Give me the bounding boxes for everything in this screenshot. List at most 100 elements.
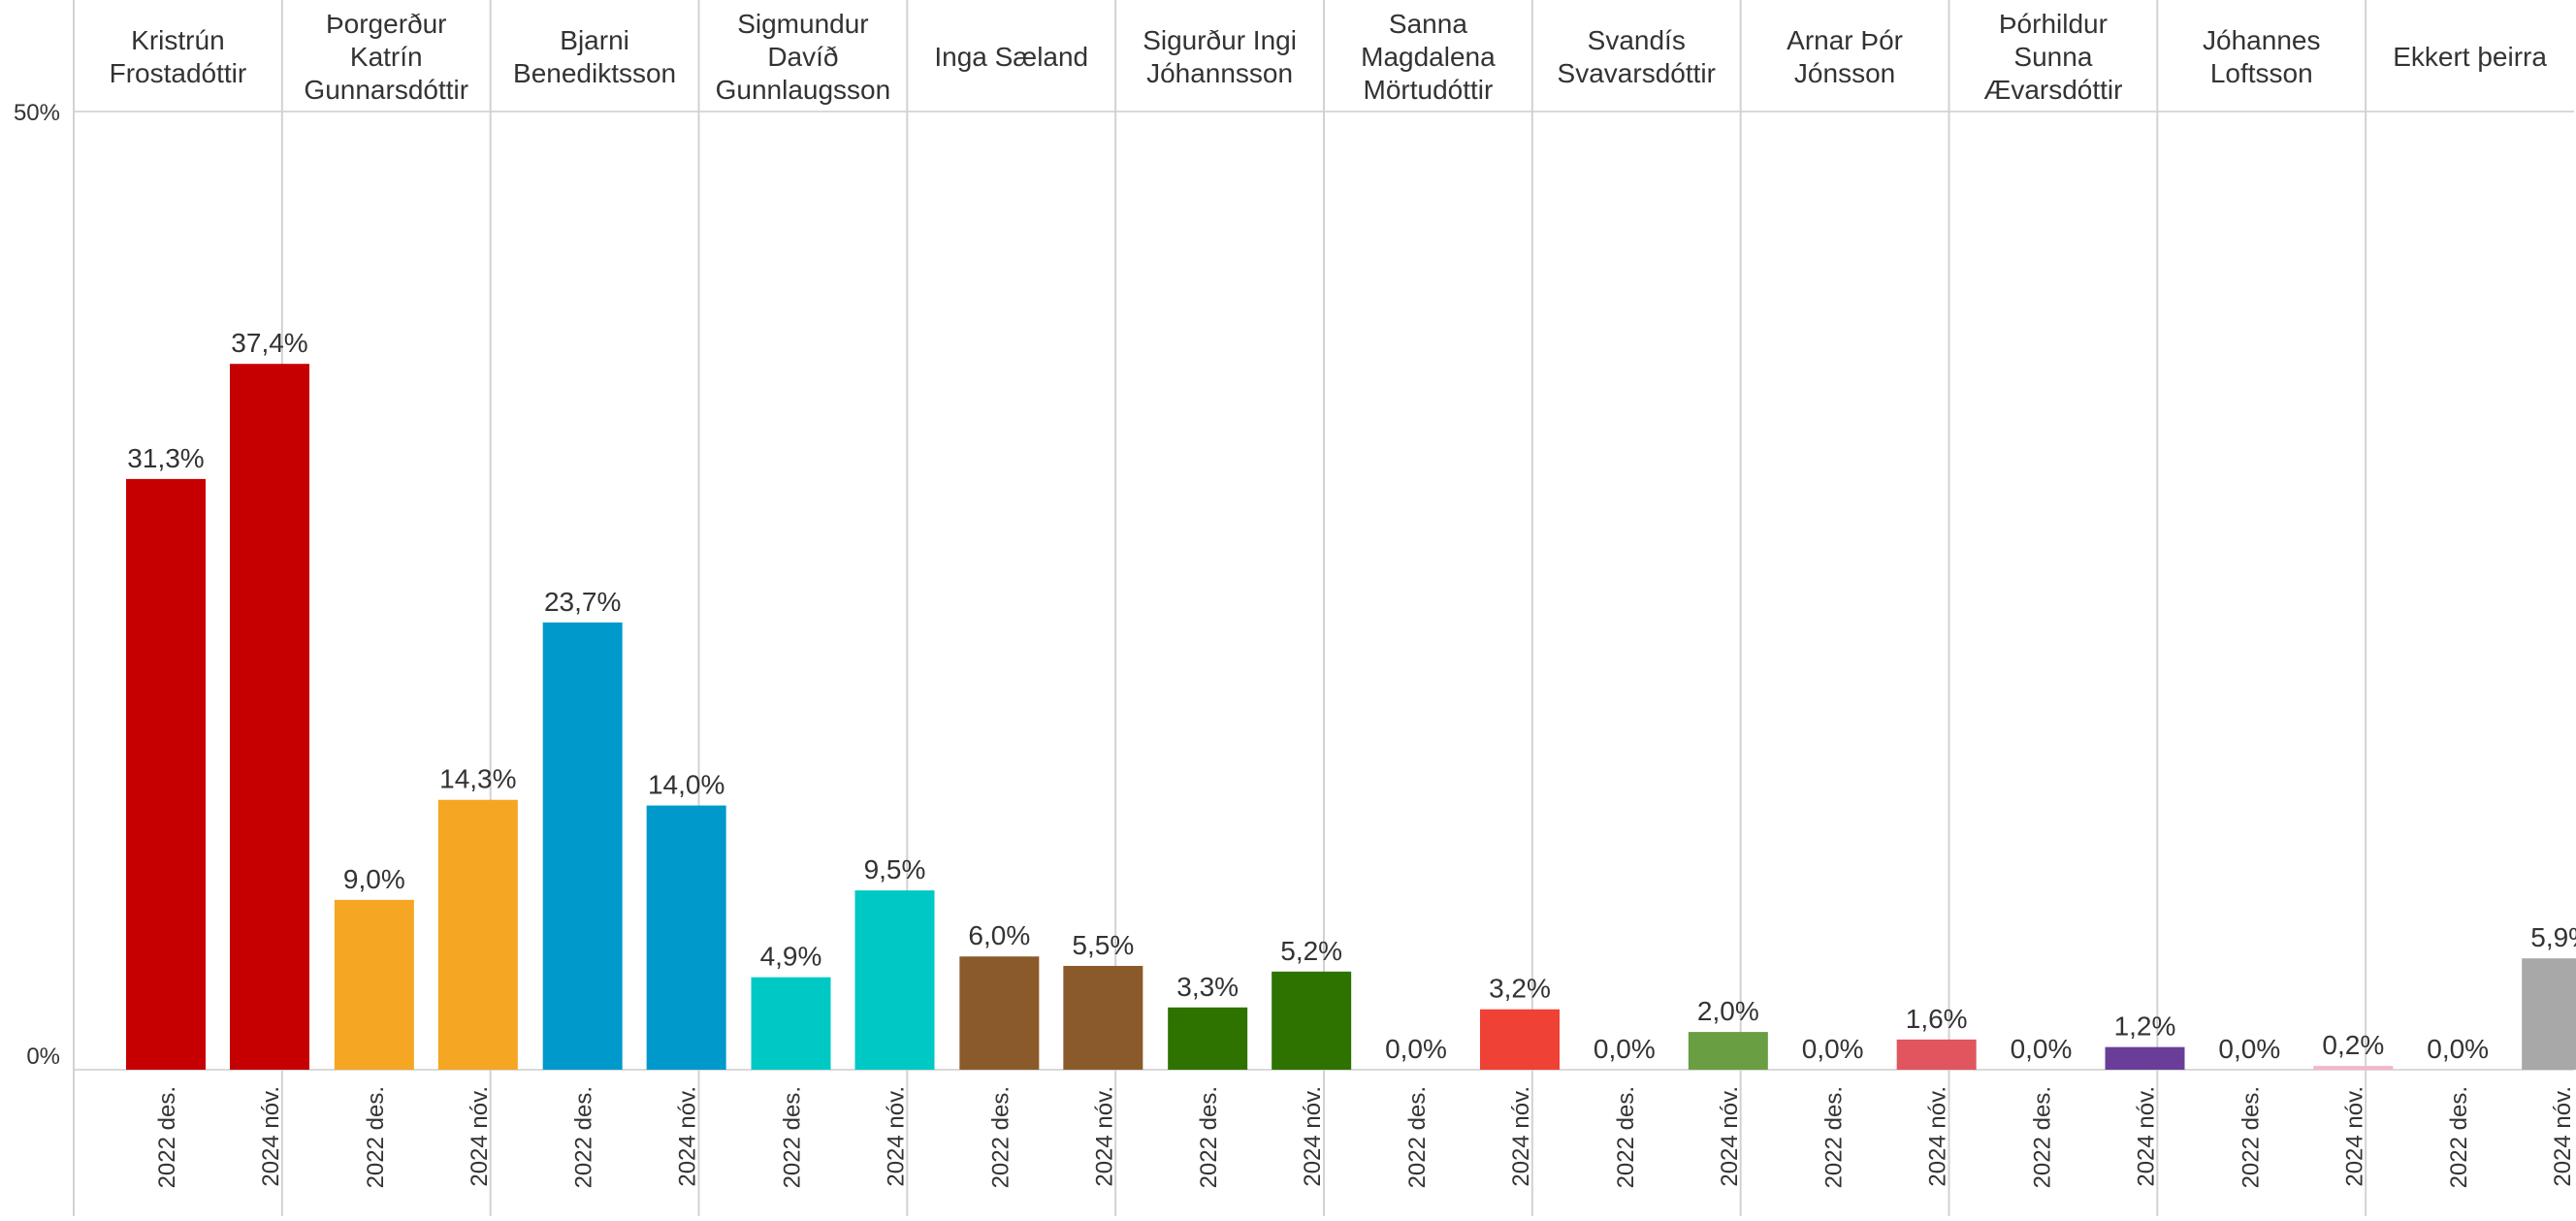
bar-value-label: 37,4% [231,328,307,358]
period-label: 2024 nóv. [675,1086,701,1187]
period-label: 2022 des. [1613,1086,1639,1188]
candidate-name-line: Gunnlaugsson [716,75,891,105]
period-label: 2024 nóv. [1925,1086,1951,1187]
bar-value-label: 0,2% [2322,1030,2384,1060]
bar-value-label: 0,0% [1802,1034,1864,1064]
candidate-name-line: Þorgerður [326,9,447,39]
candidate-name-line: Arnar Þór [1787,25,1903,55]
bar [334,899,414,1070]
candidate-group: Svandís Svavarsdóttir 0,0% 2022 des. 2,0% 202… [1558,25,1768,1188]
bar [1272,971,1352,1070]
candidate-name: Þorgerður Katrín Gunnarsdóttir [304,9,468,105]
period-label: 2024 nóv. [467,1086,493,1187]
bar [542,622,623,1070]
candidate-name-line: Jóhannsson [1146,58,1293,88]
candidate-group: Sigurður Ingi Jóhannsson 3,3% 2022 des. 5,2%… [1143,25,1352,1188]
candidate-name-line: Jóhannes [2203,25,2320,55]
candidate-group: Sigmundur Davíð Gunnlaugsson 4,9% 2022 des. 9… [716,9,935,1188]
bar [2522,958,2576,1070]
bar-value-label: 0,0% [2427,1034,2489,1064]
bar-value-label: 4,9% [760,942,822,972]
bar-value-label: 9,5% [864,854,926,884]
candidate-name-line: Mörtudóttir [1364,75,1494,105]
candidate-name-line: Jónsson [1794,58,1895,88]
bar [1688,1032,1768,1070]
candidate-name-line: Magdalena [1361,42,1496,72]
candidate-name: Svandís Svavarsdóttir [1558,25,1716,88]
candidate-name: Sigurður Ingi Jóhannsson [1143,25,1297,88]
bar [2313,1066,2394,1070]
period-label: 2022 des. [1196,1086,1222,1188]
period-label: 2022 des. [1404,1086,1431,1188]
candidate-name-line: Bjarni [560,25,629,55]
candidate-name-line: Benediktsson [513,58,676,88]
bar-value-label: 3,2% [1489,974,1551,1004]
candidate-name: Arnar Þór Jónsson [1787,25,1903,88]
candidate-name: Bjarni Benediktsson [513,25,676,88]
candidate-group: Þorgerður Katrín Gunnarsdóttir 9,0% 2022 des… [304,9,518,1188]
candidate-name-line: Kristrún [131,25,224,55]
bar-value-label: 5,9% [2530,922,2576,952]
period-label: 2022 des. [571,1086,597,1188]
bar [1168,1007,1248,1070]
bar [646,805,726,1070]
candidate-name: Sanna Magdalena Mörtudóttir [1361,9,1496,105]
bar-value-label: 23,7% [544,587,621,617]
period-label: 2024 nóv. [258,1086,284,1187]
period-label: 2022 des. [154,1086,180,1188]
candidate-group: Kristrún Frostadóttir 31,3% 2022 des. 37,4% 2… [110,25,309,1188]
period-label: 2022 des. [1821,1086,1848,1188]
candidate-group: Inga Sæland 6,0% 2022 des. 5,5% 2024 nóv. [934,42,1143,1188]
bar-value-label: 0,0% [2011,1034,2073,1064]
period-label: 2024 nóv. [1300,1086,1326,1187]
candidate-group: Jóhannes Loftsson 0,0% 2022 des. 0,2% 2024 nó… [2203,25,2394,1188]
bar [230,364,309,1070]
candidate-name-line: Ævarsdóttir [1983,75,2122,105]
bar-value-label: 9,0% [343,864,405,894]
period-label: 2024 nóv. [1717,1086,1743,1187]
period-label: 2024 nóv. [884,1086,910,1187]
candidate-group: Sanna Magdalena Mörtudóttir 0,0% 2022 des. 3,… [1361,9,1560,1188]
bar-value-label: 0,0% [1594,1034,1656,1064]
bar [854,890,935,1070]
bar-value-label: 6,0% [968,920,1030,950]
bar-value-label: 14,3% [439,764,516,794]
candidate-name-line: Ekkert þeirra [2393,42,2547,72]
candidate-name-line: Davíð [767,42,838,72]
candidate-group: Bjarni Benediktsson 23,7% 2022 des. 14,0% 202… [513,25,726,1188]
bar-value-label: 0,0% [2218,1034,2280,1064]
candidate-name-line: Sanna [1389,9,1467,39]
period-label: 2024 nóv. [1091,1086,1117,1187]
period-label: 2022 des. [987,1086,1014,1188]
period-label: 2024 nóv. [2341,1086,2367,1187]
period-label: 2022 des. [780,1086,806,1188]
bar [437,799,518,1070]
bar [1896,1039,1977,1070]
candidate-name-line: Loftsson [2210,58,2313,88]
candidate-group: Ekkert þeirra 0,0% 2022 des. 5,9% 2024 nóv. [2393,42,2576,1188]
bar-value-label: 5,2% [1280,936,1342,966]
bar-value-label: 1,2% [2114,1012,2176,1042]
candidate-name-line: Svavarsdóttir [1558,58,1716,88]
candidate-name-line: Sunna [2013,42,2092,72]
bar [2105,1046,2185,1070]
candidate-name-line: Katrín [350,42,423,72]
candidate-name-line: Svandís [1588,25,1686,55]
bar [751,977,831,1070]
period-label: 2024 nóv. [1508,1086,1534,1187]
candidate-name-line: Sigurður Ingi [1143,25,1297,55]
period-label: 2024 nóv. [2550,1086,2576,1187]
bar [1480,1009,1560,1070]
bar-value-label: 5,5% [1072,930,1134,960]
candidate-name: Ekkert þeirra [2393,42,2547,72]
candidate-group: Þórhildur Sunna Ævarsdóttir 0,0% 2022 des. 1,… [1983,9,2185,1188]
period-label: 2022 des. [2238,1086,2264,1188]
candidate-name-line: Inga Sæland [934,42,1088,72]
candidate-name-line: Frostadóttir [110,58,247,88]
candidate-name: Jóhannes Loftsson [2203,25,2320,88]
y-tick-label: 50% [14,100,60,126]
candidate-name-line: Sigmundur [737,9,868,39]
bar-value-label: 31,3% [127,443,204,473]
